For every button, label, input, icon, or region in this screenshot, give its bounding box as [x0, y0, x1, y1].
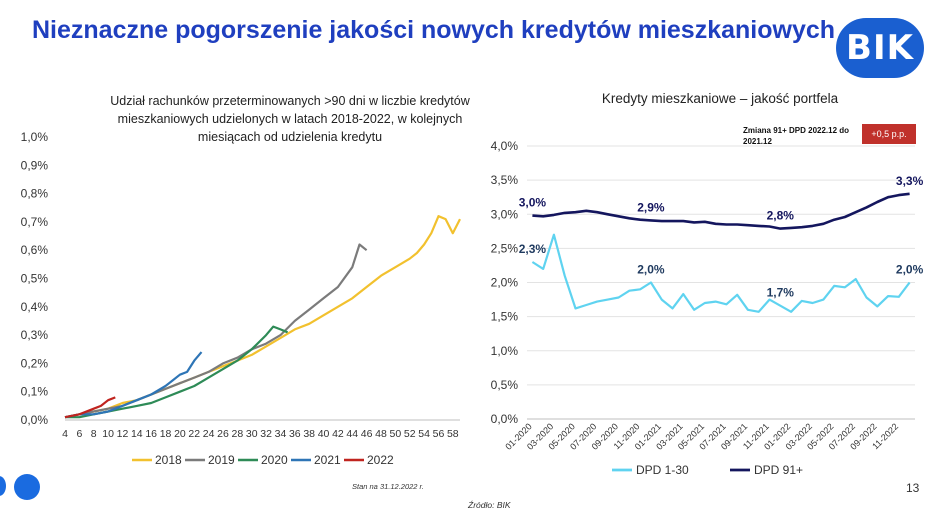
legend-label-2021: 2021	[314, 453, 341, 467]
right-y-tick-label: 4,0%	[491, 139, 519, 153]
data-label: 2,0%	[896, 263, 924, 277]
left-x-tick-label: 30	[246, 428, 258, 440]
right-y-tick-label: 3,0%	[491, 207, 519, 221]
left-x-tick-label: 46	[361, 428, 373, 440]
left-x-tick-label: 58	[447, 428, 459, 440]
legend-label-DPD-1-30: DPD 1-30	[636, 463, 689, 477]
data-label: 3,3%	[896, 174, 924, 188]
left-x-tick-label: 44	[346, 428, 358, 440]
left-y-tick-label: 0,9%	[21, 158, 49, 172]
left-x-tick-label: 20	[174, 428, 186, 440]
data-label: 3,0%	[519, 196, 547, 210]
left-x-tick-label: 12	[117, 428, 129, 440]
left-x-tick-label: 38	[303, 428, 315, 440]
left-y-tick-label: 0,7%	[21, 215, 49, 229]
decorative-dot-small	[0, 476, 6, 496]
source-note: Źródło: BIK	[468, 500, 511, 510]
status-note: Stan na 31.12.2022 r.	[352, 482, 424, 491]
decorative-dot-large	[14, 474, 40, 500]
data-label: 1,7%	[767, 286, 795, 300]
change-badge: +0,5 p.p.	[862, 124, 916, 144]
left-x-tick-label: 56	[433, 428, 445, 440]
left-chart-title: Udział rachunków przeterminowanych >90 d…	[110, 94, 470, 144]
left-x-tick-label: 14	[131, 428, 143, 440]
legend-label-DPD-91+: DPD 91+	[754, 463, 803, 477]
right-y-tick-label: 2,5%	[491, 241, 519, 255]
right-y-tick-label: 2,0%	[491, 276, 519, 290]
left-y-tick-label: 0,1%	[21, 385, 49, 399]
left-x-tick-label: 42	[332, 428, 344, 440]
page-number: 13	[906, 481, 920, 495]
left-x-tick-label: 48	[375, 428, 387, 440]
right-y-tick-label: 1,0%	[491, 344, 519, 358]
left-x-tick-label: 18	[160, 428, 172, 440]
left-y-tick-label: 0,3%	[21, 328, 49, 342]
left-y-tick-label: 0,4%	[21, 300, 49, 314]
left-x-tick-label: 32	[260, 428, 272, 440]
data-label: 2,8%	[767, 209, 795, 223]
left-y-tick-label: 1,0%	[21, 130, 49, 144]
series-line-2021	[64, 351, 203, 419]
left-x-tick-label: 10	[102, 428, 114, 440]
left-x-tick-label: 50	[390, 428, 402, 440]
legend-label-2022: 2022	[367, 453, 394, 467]
left-x-tick-label: 22	[188, 428, 200, 440]
change-annotation: Zmiana 91+ DPD 2022.12 do 2021.12	[743, 126, 850, 146]
left-y-tick-label: 0,5%	[21, 272, 49, 286]
left-x-tick-label: 4	[62, 428, 68, 440]
left-x-tick-label: 40	[318, 428, 330, 440]
right-chart-title: Kredyty mieszkaniowe – jakość portfela	[601, 91, 839, 106]
left-x-tick-label: 36	[289, 428, 301, 440]
legend-label-2019: 2019	[208, 453, 235, 467]
left-x-tick-label: 54	[418, 428, 430, 440]
left-x-tick-label: 8	[91, 428, 97, 440]
series-line-DPD-91+	[532, 192, 910, 230]
right-y-tick-label: 0,5%	[491, 378, 519, 392]
bik-logo: BIK	[836, 18, 924, 78]
data-label: 2,3%	[519, 242, 547, 256]
left-y-tick-label: 0,2%	[21, 356, 49, 370]
data-label: 2,9%	[637, 200, 665, 214]
series-line-2022	[64, 396, 116, 419]
data-label: 2,0%	[637, 263, 665, 277]
left-x-tick-label: 28	[232, 428, 244, 440]
left-y-tick-label: 0,8%	[21, 187, 49, 201]
left-x-tick-label: 24	[203, 428, 215, 440]
left-y-tick-label: 0,6%	[21, 243, 49, 257]
left-y-tick-label: 0,0%	[21, 413, 49, 427]
left-x-tick-label: 26	[217, 428, 229, 440]
right-y-tick-label: 1,5%	[491, 310, 519, 324]
legend-label-2018: 2018	[155, 453, 182, 467]
left-x-tick-label: 16	[145, 428, 157, 440]
right-y-tick-label: 0,0%	[491, 412, 519, 426]
slide-title: Nieznaczne pogorszenie jakości nowych kr…	[32, 16, 836, 44]
legend-label-2020: 2020	[261, 453, 288, 467]
left-x-tick-label: 34	[275, 428, 287, 440]
left-x-tick-label: 6	[76, 428, 82, 440]
right-y-tick-label: 3,5%	[491, 173, 519, 187]
series-line-DPD-1-30	[531, 233, 911, 313]
left-x-tick-label: 52	[404, 428, 416, 440]
